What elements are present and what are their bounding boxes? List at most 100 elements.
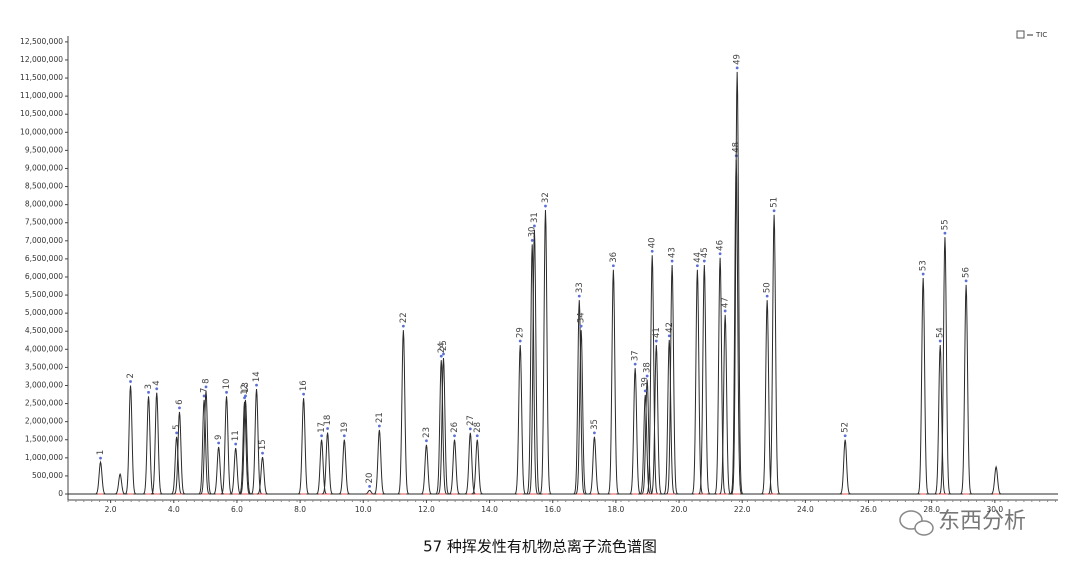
- peak-marker: [302, 392, 305, 396]
- peak-label: 25: [439, 340, 449, 351]
- peak-marker: [921, 272, 925, 276]
- peak: [114, 472, 126, 495]
- peak-label: 8: [202, 378, 212, 383]
- peak: [839, 439, 851, 495]
- peak: [150, 392, 163, 495]
- peak: [639, 394, 652, 495]
- peak-label: 45: [700, 247, 710, 258]
- peak-marker: [670, 259, 674, 263]
- peak-marker: [155, 387, 159, 391]
- peak-label: 13: [241, 382, 251, 393]
- peak-label: 34: [577, 312, 587, 323]
- peak-label: 31: [530, 212, 540, 223]
- x-tick-label: 22.0: [734, 505, 751, 514]
- peak-marker: [439, 354, 443, 358]
- x-tick-label: 2.0: [105, 505, 117, 514]
- peak: [514, 344, 527, 495]
- peak: [229, 447, 242, 495]
- peak-marker: [442, 352, 445, 356]
- peak: [666, 265, 678, 495]
- peak-marker: [255, 383, 258, 387]
- y-tick-label: 6,500,000: [25, 254, 63, 263]
- peak: [731, 71, 744, 495]
- x-tick-label: 10.0: [355, 505, 372, 514]
- x-tick-label: 20.0: [671, 505, 688, 514]
- peak-label: 19: [340, 422, 350, 433]
- peak-marker: [544, 204, 547, 208]
- peak: [437, 357, 450, 495]
- y-tick-label: 12,500,000: [20, 37, 63, 46]
- y-tick-label: 2,000,000: [25, 417, 63, 426]
- y-tick-label: 1,000,000: [25, 453, 63, 462]
- y-tick-label: 3,000,000: [25, 380, 63, 389]
- peak: [373, 429, 386, 495]
- peak-marker: [530, 239, 534, 242]
- peak: [641, 380, 653, 495]
- peak: [990, 465, 1002, 495]
- peak: [573, 300, 586, 495]
- peak-marker: [518, 339, 522, 343]
- peak-label: 7: [200, 388, 210, 393]
- peak: [629, 368, 641, 495]
- peak: [238, 401, 251, 495]
- peak: [124, 385, 137, 495]
- x-tick-label: 18.0: [608, 505, 625, 514]
- peak-marker: [99, 456, 102, 460]
- peak-label: 17: [317, 422, 327, 433]
- peak: [917, 278, 930, 495]
- y-tick-label: 4,500,000: [25, 326, 63, 335]
- peak-marker: [843, 434, 847, 438]
- peak-marker: [772, 209, 776, 213]
- peak: [220, 396, 233, 495]
- peak-marker: [129, 380, 132, 383]
- peak-label: 43: [668, 247, 678, 258]
- y-tick-label: 4,000,000: [25, 344, 63, 353]
- peak-label: 14: [252, 371, 262, 382]
- peak: [363, 489, 376, 495]
- peak-marker: [453, 434, 456, 438]
- peak: [650, 344, 663, 495]
- y-tick-label: 5,000,000: [25, 308, 63, 317]
- peak-marker: [650, 249, 654, 253]
- y-tick-label: 9,000,000: [25, 163, 63, 172]
- peak-marker: [475, 434, 479, 438]
- peak: [768, 214, 781, 495]
- peak-label: 22: [399, 312, 409, 323]
- peak: [646, 255, 659, 495]
- peak-label: 23: [422, 427, 432, 438]
- x-tick-label: 6.0: [231, 505, 243, 514]
- caption: 57 种挥发性有机物总离子流色谱图: [423, 538, 657, 556]
- legend-checkbox[interactable]: [1016, 30, 1025, 39]
- peak-label: 28: [473, 422, 483, 433]
- peak: [539, 210, 552, 495]
- x-tick-label: 24.0: [797, 505, 814, 514]
- peak: [575, 330, 587, 495]
- y-tick-label: 8,500,000: [25, 182, 63, 191]
- peak-label: 1: [96, 450, 106, 455]
- peak-label: 44: [693, 252, 703, 263]
- peak-marker: [702, 259, 706, 263]
- peak: [321, 432, 334, 495]
- peak-marker: [326, 427, 329, 430]
- x-tick-label: 26.0: [860, 505, 877, 514]
- peak-marker: [645, 374, 649, 378]
- peak-label: 4: [152, 380, 162, 385]
- peak: [297, 398, 310, 495]
- peak-marker: [147, 390, 150, 394]
- peak-marker: [723, 309, 727, 313]
- peak: [250, 389, 263, 495]
- peak: [714, 257, 726, 495]
- peak-label: 52: [841, 422, 851, 433]
- peak-label: 56: [962, 267, 972, 278]
- peak-marker: [401, 324, 405, 328]
- peak: [256, 456, 269, 495]
- peak-marker: [261, 451, 264, 455]
- peak-marker: [225, 390, 228, 394]
- x-tick-label: 28.0: [923, 505, 940, 514]
- y-tick-label: 1,500,000: [25, 435, 63, 444]
- peak-marker: [320, 434, 323, 438]
- peak: [448, 439, 461, 495]
- peak-marker: [964, 279, 968, 283]
- y-tick-label: 6,000,000: [25, 272, 63, 281]
